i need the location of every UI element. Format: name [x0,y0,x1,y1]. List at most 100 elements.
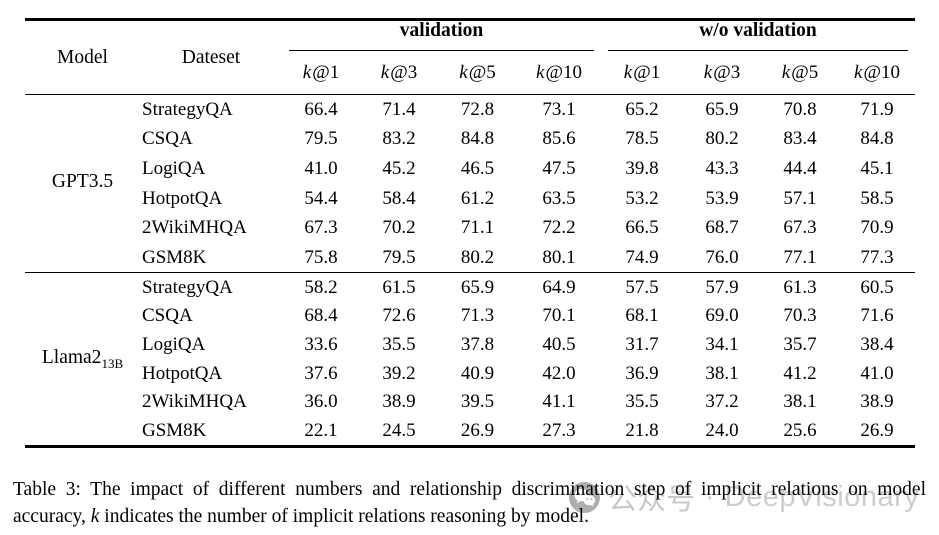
cell-value: 71.6 [860,305,894,327]
cell-value: 72.2 [542,217,576,239]
dataset-label: StrategyQA [142,276,233,298]
cell-value: 61.5 [382,276,416,298]
table-caption: Table 3: The impact of different numbers… [13,477,926,530]
cell-value: 70.2 [382,217,416,239]
cell-value: 58.5 [860,187,894,209]
cell-value: 75.8 [304,246,338,268]
cell-value: 25.6 [783,419,817,441]
cell-value: 38.9 [860,391,894,413]
cell-value: 68.4 [304,305,338,327]
cell-value: 85.6 [542,128,576,150]
table-row: Llama213B StrategyQA 58.2 61.5 65.9 64.9… [25,273,915,370]
cell-value: 67.3 [304,217,338,239]
cell-value: 36.0 [304,391,338,413]
watermark-en-label: DeepVisionary [724,480,920,513]
table-row: 2WikiMHQA 67.3 70.2 71.1 72.2 66.5 68.7 … [25,213,915,243]
cell-value: 57.1 [783,187,817,209]
cell-value: 64.9 [542,276,576,298]
cell-value: 21.8 [625,419,659,441]
cell-value: 72.8 [460,98,495,120]
cell-value: 74.9 [625,246,659,268]
cell-value: 39.8 [625,157,659,179]
cell-value: 38.9 [382,391,416,413]
cell-value: 83.4 [783,128,817,150]
cell-value: 54.4 [304,187,338,209]
dataset-label: LogiQA [142,157,206,179]
cell-value: 63.5 [542,187,576,209]
cell-value: 37.2 [705,391,739,413]
cell-value: 41.0 [304,157,338,179]
cell-value: 40.5 [542,334,576,356]
section-llama2: Llama213B StrategyQA 58.2 61.5 65.9 64.9… [25,272,915,447]
cell-value: 73.1 [542,98,576,120]
cell-value: 57.9 [705,276,739,298]
subheader-k10-validation: k@10 [536,61,582,83]
cell-value: 83.2 [382,128,416,150]
cell-value: 33.6 [304,334,338,356]
subheader-k5-validation: k@5 [459,61,496,83]
watermark-cn-label: 公众号 [608,484,696,516]
dataset-label: LogiQA [142,334,206,356]
cell-value: 71.9 [860,98,894,120]
cell-value: 53.9 [705,187,739,209]
cell-value: 58.4 [382,187,416,209]
cell-value: 70.9 [860,217,894,239]
cell-value: 38.1 [705,362,739,384]
cell-value: 68.7 [705,217,739,239]
cell-value: 35.5 [382,334,416,356]
model-label-llama2: Llama213B [41,346,124,371]
dataset-label: StrategyQA [142,98,233,120]
section-gpt35: GPT3.5 StrategyQA 66.4 71.4 72.8 73.1 65… [25,94,915,273]
watermark: 公众号 · DeepVisionary [569,476,919,518]
cell-value: 84.8 [460,128,495,150]
dataset-label: GSM8K [142,419,207,441]
cell-value: 39.5 [460,391,495,413]
table-row: HotpotQA 37.6 39.2 40.9 42.0 36.9 38.1 4… [25,359,915,388]
cell-value: 38.4 [860,334,894,356]
cell-value: 26.9 [460,419,495,441]
cell-value: 36.9 [625,362,659,384]
dataset-label: GSM8K [142,246,207,268]
cell-value: 53.2 [625,187,659,209]
caption-k-variable: k [90,505,100,527]
cell-value: 46.5 [460,157,495,179]
cell-value: 24.5 [382,419,416,441]
cell-value: 76.0 [705,246,739,268]
cell-value: 24.0 [705,419,739,441]
subheader-k3-validation: k@3 [380,61,418,83]
table-row: CSQA 79.5 83.2 84.8 85.6 78.5 80.2 83.4 … [25,124,915,154]
caption-text-end: indicates the number of implicit relatio… [99,505,589,527]
cell-value: 67.3 [783,217,817,239]
table-row: HotpotQA 54.4 58.4 61.2 63.5 53.2 53.9 5… [25,183,915,213]
cell-value: 26.9 [860,419,894,441]
group-header-validation: validation [282,20,601,51]
cell-value: 42.0 [542,362,576,384]
cell-value: 71.1 [460,217,495,239]
cell-value: 44.4 [783,157,817,179]
dataset-label: CSQA [142,305,193,327]
cell-value: 65.2 [625,98,659,120]
column-header-model: Model [57,46,108,68]
table-header: Model Dateset validation w/o validation … [25,20,915,94]
cell-value: 66.5 [625,217,659,239]
column-header-dataset: Dateset [181,46,241,68]
cell-value: 77.1 [783,246,817,268]
cell-value: 45.2 [382,157,416,179]
caption-text-start: Table 3: The impact of different numbers… [13,479,926,527]
cell-value: 66.4 [304,98,338,120]
cell-value: 31.7 [625,334,659,356]
cell-value: 61.3 [783,276,817,298]
cell-value: 77.3 [860,246,894,268]
table-row: GPT3.5 StrategyQA 66.4 71.4 72.8 73.1 65… [25,94,915,192]
cell-value: 69.0 [705,305,739,327]
subheader-k1-wo: k@1 [623,61,661,83]
dataset-label: 2WikiMHQA [142,217,247,239]
cell-value: 39.2 [382,362,416,384]
cell-value: 68.1 [625,305,659,327]
table-row: GSM8K 22.1 24.5 26.9 27.3 21.8 24.0 25.6… [25,416,915,446]
subheader-k1-validation: k@1 [302,61,340,83]
cell-value: 61.2 [460,187,495,209]
wechat-icon [569,481,600,513]
cell-value: 57.5 [625,276,659,298]
dataset-label: HotpotQA [142,362,223,384]
